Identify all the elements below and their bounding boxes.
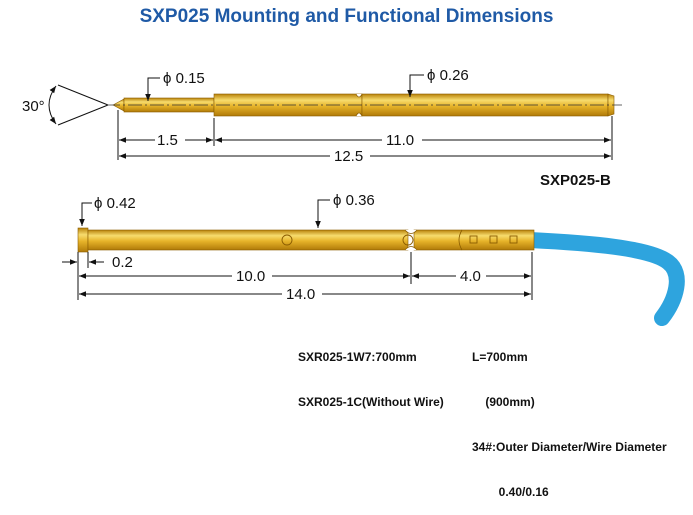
tip-diameter-label: ϕ 0.15: [163, 70, 205, 87]
probe-dimension-drawing: 30° ϕ 0.15 ϕ 0.26 1.5 11.0 12.5 SX: [22, 67, 685, 326]
spec-line: (900mm): [472, 395, 535, 409]
probe-c-hole-2: [402, 234, 414, 246]
probe-b-label: SXP025-B: [540, 172, 611, 189]
diagram-title: SXP025 Mounting and Functional Dimension…: [139, 6, 554, 27]
spec-line: SXR025-1C(Without Wire): [298, 395, 444, 409]
probe-b: 30° ϕ 0.15 ϕ 0.26 1.5 11.0 12.5 SX: [22, 67, 622, 189]
angle-arc: [48, 85, 57, 125]
head-diameter-label: ϕ 0.42: [94, 195, 136, 212]
spec-wire-info: L=700mm (900mm) 34#:Outer Diameter/Wire …: [472, 320, 667, 515]
dim-label-10-0: 10.0: [236, 268, 265, 285]
dim-label-1-5: 1.5: [157, 132, 178, 149]
spec-line: SXR025-1W7:700mm: [298, 350, 417, 364]
dim-label-14-0: 14.0: [286, 286, 315, 303]
dim-label-11-0: 11.0: [386, 132, 414, 149]
c-body-diameter-label: ϕ 0.36: [333, 192, 375, 209]
probe-c-crimp: [404, 229, 418, 251]
angle-label: 30°: [22, 98, 45, 115]
probe-c-body: [87, 229, 409, 251]
probe-b-tail: [607, 93, 615, 117]
tip-diameter-leader: [145, 77, 160, 101]
angle-line-upper: [57, 84, 109, 106]
spec-line: 0.40/0.16: [472, 485, 549, 499]
probe-c-wire: [522, 232, 685, 326]
probe-c-window-1: [469, 235, 478, 244]
spec-part-numbers: SXR025-1W7:700mm SXR025-1C(Without Wire): [298, 320, 444, 425]
dim-label-12-5: 12.5: [334, 148, 363, 165]
probe-c-hole-1: [281, 234, 293, 246]
probe-b-crimp: [355, 93, 363, 117]
spec-line: 34#:Outer Diameter/Wire Diameter: [472, 440, 667, 454]
dim-label-4-0: 4.0: [460, 268, 481, 285]
dim-label-0-2: 0.2: [112, 254, 133, 271]
head-diameter-leader: [79, 202, 92, 226]
probe-c-window-3: [509, 235, 518, 244]
probe-c-head: [77, 227, 89, 253]
body-diameter-leader: [407, 74, 424, 97]
angle-line-lower: [57, 104, 109, 126]
probe-c-ferrule-edge: [458, 229, 463, 251]
body-diameter-label: ϕ 0.26: [427, 67, 469, 84]
c-body-diameter-leader: [315, 199, 330, 228]
spec-line: L=700mm: [472, 350, 528, 364]
probe-c-window-2: [489, 235, 498, 244]
probe-c: ϕ 0.42 ϕ 0.36 0.2 10.0 4.0 14.0: [62, 192, 685, 326]
probe-c-rear: [413, 229, 535, 251]
